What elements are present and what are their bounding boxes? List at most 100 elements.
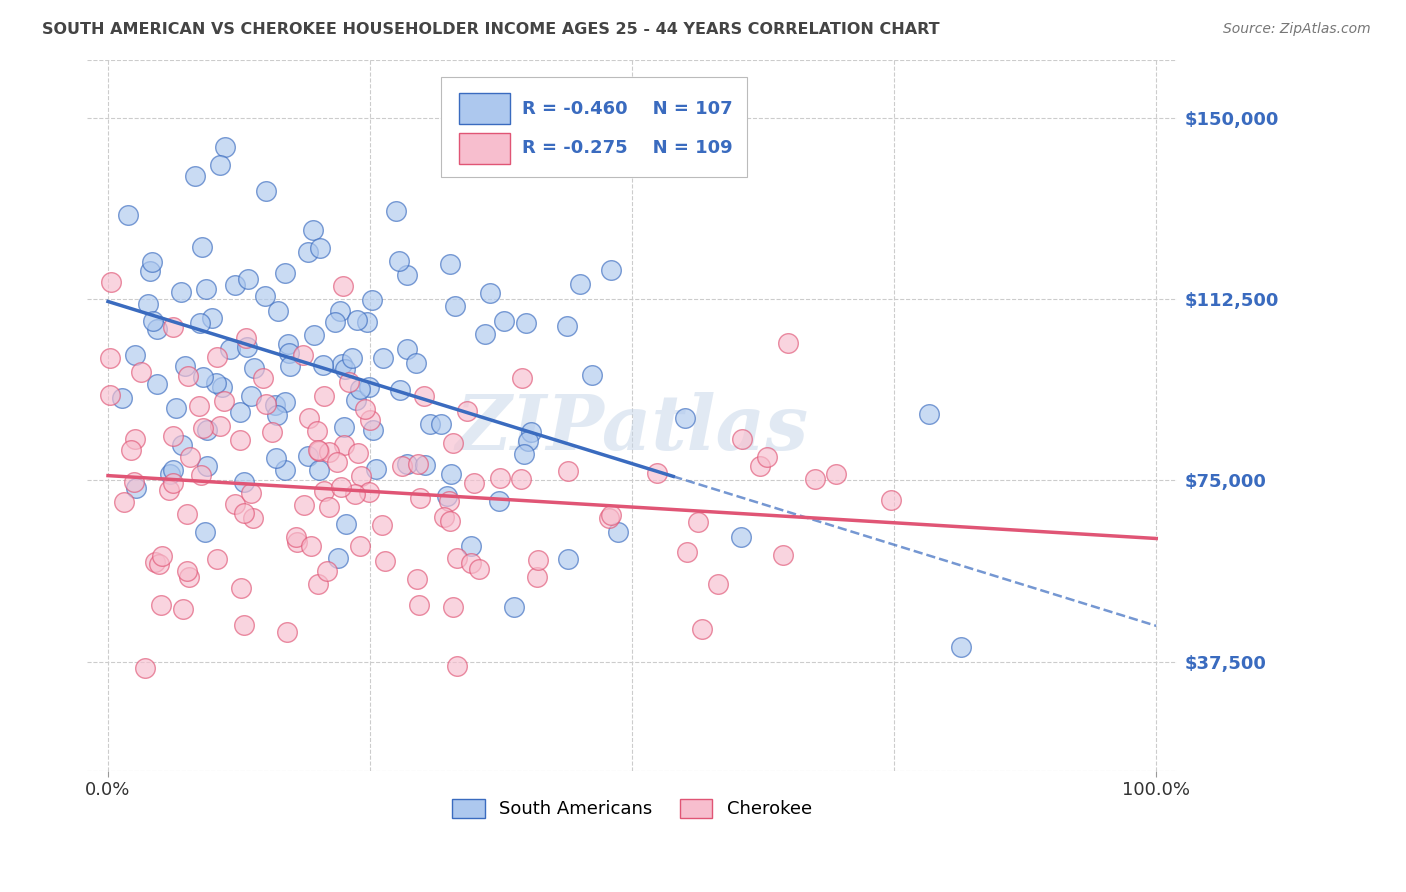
Point bbox=[557, 551, 579, 566]
Point bbox=[880, 493, 903, 508]
Point bbox=[433, 509, 456, 524]
Point bbox=[112, 495, 135, 509]
Point bbox=[568, 277, 591, 291]
Point bbox=[405, 572, 427, 586]
Point bbox=[430, 417, 453, 431]
Point bbox=[297, 245, 319, 260]
Point bbox=[350, 469, 373, 483]
Point bbox=[439, 493, 461, 508]
Point bbox=[229, 404, 252, 418]
Point bbox=[308, 444, 330, 458]
Point bbox=[253, 288, 276, 302]
Point bbox=[278, 359, 301, 373]
Point bbox=[520, 425, 543, 439]
Legend: South Americans, Cherokee: South Americans, Cherokee bbox=[446, 791, 820, 826]
Point bbox=[772, 548, 794, 562]
Point bbox=[195, 423, 218, 437]
Point bbox=[292, 498, 315, 512]
Point bbox=[456, 403, 478, 417]
Point bbox=[195, 282, 218, 296]
Point bbox=[479, 286, 502, 301]
Point bbox=[675, 545, 697, 559]
Point bbox=[308, 463, 330, 477]
Point bbox=[359, 484, 381, 499]
Point bbox=[396, 268, 419, 282]
Point bbox=[307, 576, 329, 591]
Point bbox=[555, 318, 578, 333]
Point bbox=[190, 467, 212, 482]
Point bbox=[692, 622, 714, 636]
Point bbox=[349, 539, 371, 553]
Point bbox=[333, 419, 356, 434]
Point bbox=[162, 475, 184, 490]
Point bbox=[439, 257, 461, 271]
Point bbox=[264, 398, 287, 412]
Point bbox=[98, 351, 121, 365]
Point bbox=[314, 483, 336, 498]
Point bbox=[330, 480, 353, 494]
Point bbox=[408, 599, 430, 613]
Point bbox=[688, 515, 710, 529]
Point bbox=[150, 549, 173, 563]
Point bbox=[312, 358, 335, 372]
Point bbox=[205, 376, 228, 391]
Point bbox=[179, 450, 201, 464]
Text: Source: ZipAtlas.com: Source: ZipAtlas.com bbox=[1223, 22, 1371, 37]
Point bbox=[824, 467, 846, 481]
Point bbox=[208, 158, 231, 172]
Point bbox=[325, 315, 347, 329]
Point bbox=[214, 394, 236, 409]
Point bbox=[389, 383, 412, 397]
Point bbox=[413, 389, 436, 403]
Point bbox=[285, 535, 308, 549]
Point bbox=[274, 463, 297, 477]
Point bbox=[706, 577, 728, 591]
Point bbox=[316, 565, 339, 579]
Point bbox=[262, 425, 284, 440]
Point bbox=[581, 368, 603, 383]
Point bbox=[413, 458, 436, 472]
Point bbox=[318, 445, 340, 459]
Point bbox=[526, 570, 548, 584]
Point bbox=[359, 413, 381, 427]
Point bbox=[373, 351, 395, 365]
Point bbox=[120, 442, 142, 457]
Point bbox=[142, 314, 165, 328]
Point bbox=[385, 204, 408, 219]
Point bbox=[162, 320, 184, 334]
Point bbox=[285, 530, 308, 544]
Text: R = -0.275    N = 109: R = -0.275 N = 109 bbox=[522, 139, 733, 157]
Point bbox=[224, 277, 246, 292]
Point bbox=[190, 240, 212, 254]
Point bbox=[100, 275, 122, 289]
Point bbox=[176, 508, 198, 522]
Point bbox=[232, 475, 254, 490]
Point bbox=[353, 401, 375, 416]
Point bbox=[298, 411, 321, 425]
Point bbox=[600, 262, 623, 277]
Point bbox=[326, 550, 349, 565]
Point bbox=[252, 370, 274, 384]
Point bbox=[395, 342, 418, 356]
Point bbox=[232, 618, 254, 632]
Point bbox=[513, 447, 536, 461]
Point bbox=[516, 434, 538, 449]
Point bbox=[146, 376, 169, 391]
FancyBboxPatch shape bbox=[458, 93, 510, 124]
Point bbox=[266, 408, 288, 422]
Point bbox=[356, 315, 378, 329]
Point bbox=[240, 485, 263, 500]
Point bbox=[326, 455, 349, 469]
Point bbox=[98, 387, 121, 401]
Point bbox=[949, 640, 972, 655]
Point bbox=[503, 600, 526, 615]
Point bbox=[344, 392, 367, 407]
Point bbox=[273, 395, 295, 409]
Point bbox=[599, 508, 621, 522]
Point bbox=[333, 438, 356, 452]
Point bbox=[335, 517, 357, 532]
Point bbox=[172, 602, 194, 616]
Point bbox=[359, 380, 381, 394]
Point bbox=[557, 464, 579, 478]
Point bbox=[731, 432, 754, 446]
